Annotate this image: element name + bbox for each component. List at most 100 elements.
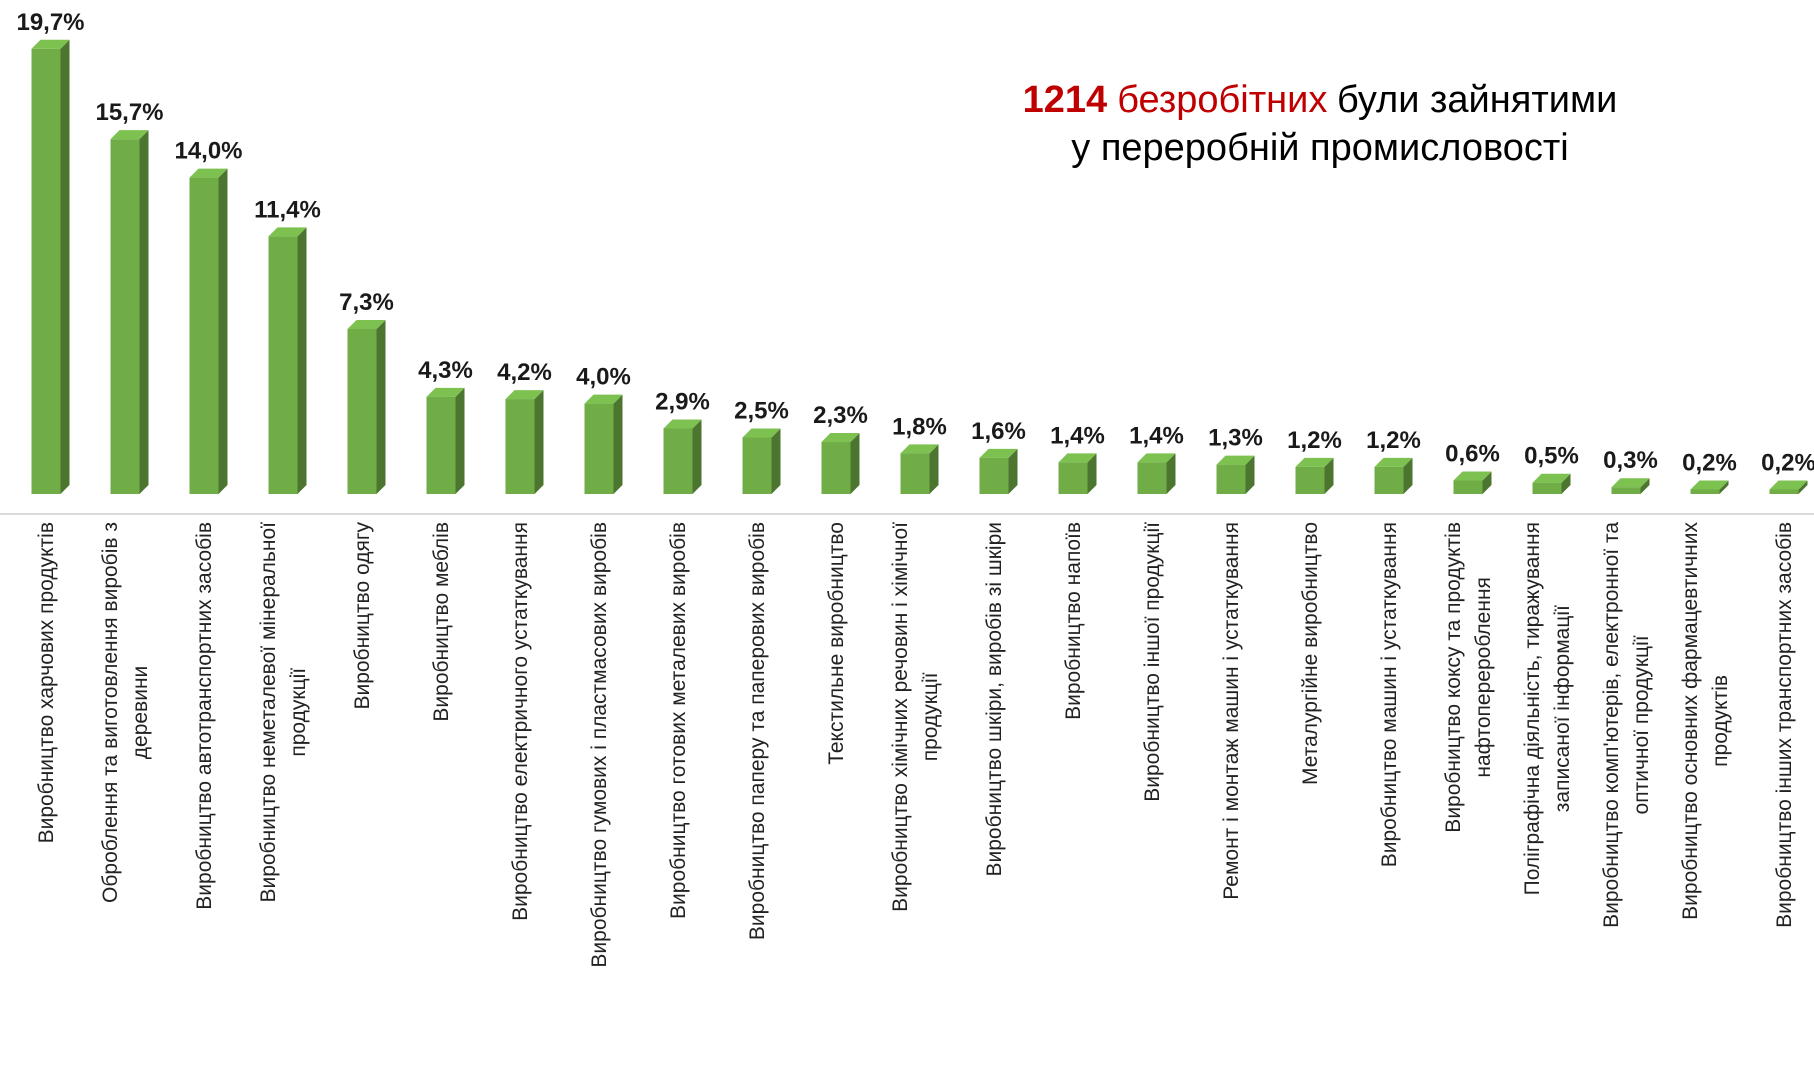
bar-top	[663, 419, 702, 429]
bar-side	[1719, 480, 1729, 494]
bar-side	[455, 387, 465, 494]
label-line: Виробництво автотранспортних засобів	[193, 522, 216, 910]
bar	[1295, 457, 1334, 494]
bar	[1532, 473, 1571, 494]
bar	[347, 320, 386, 494]
label-line: Виробництво інших транспортних засобів	[1773, 522, 1796, 928]
bar-front	[1532, 482, 1562, 494]
bar-front	[663, 428, 693, 494]
label-line: Текстильне виробництво	[825, 522, 848, 765]
bar-top	[347, 320, 386, 330]
x-tick-label: Виробництво шкіри, виробів зі шкіри	[983, 522, 1006, 876]
label-line: Виробництво меблів	[430, 522, 453, 722]
value-label: 4,0%	[576, 364, 631, 391]
bar-top	[1532, 473, 1571, 483]
x-tick-label: Виробництво готових металевих виробів	[667, 522, 690, 919]
bar-front	[1611, 487, 1641, 494]
label-line: записаної інформації	[1551, 605, 1574, 812]
bar	[426, 387, 465, 494]
label-line: продукції	[287, 668, 310, 757]
bar-side	[1008, 448, 1018, 494]
bar-side	[297, 227, 307, 495]
bar	[1611, 478, 1650, 494]
bar-top	[1295, 457, 1334, 467]
bar-top	[189, 168, 228, 178]
label-line: Виробництво гумових і пластмасових вироб…	[588, 522, 611, 968]
label-line: Виробництво коксу та продуктів	[1442, 522, 1465, 833]
bar-top	[742, 428, 781, 438]
title-part: у переробній промисловості	[1071, 127, 1568, 169]
bar-side	[613, 394, 623, 494]
bar-top	[821, 433, 860, 443]
bar	[1374, 457, 1413, 494]
label-line: Виробництво харчових продуктів	[35, 522, 58, 843]
value-label: 0,5%	[1524, 443, 1579, 470]
bar-side	[1245, 455, 1255, 494]
bar-front	[1058, 462, 1088, 494]
bar-side	[692, 419, 702, 494]
x-tick-label: Виробництво іншої продукції	[1141, 522, 1164, 802]
label-line: Виробництво основних фармацевтичних	[1679, 522, 1702, 920]
label-line: Виробництво хімічних речовин і хімічної	[889, 522, 912, 912]
x-tick-label: Виробництво харчових продуктів	[35, 522, 58, 843]
label-line: нафтоперероблення	[1472, 577, 1495, 778]
bar-side	[534, 390, 544, 494]
bar-front	[742, 437, 772, 494]
x-tick-label: Виробництво автотранспортних засобів	[193, 522, 216, 910]
x-tick-label: Текстильне виробництво	[825, 522, 848, 765]
bar	[1137, 453, 1176, 494]
bar	[1058, 453, 1097, 494]
bar-front	[347, 329, 377, 494]
label-line: Виробництво неметалевої мінеральної	[257, 522, 280, 903]
value-label: 0,3%	[1603, 447, 1658, 474]
bar	[979, 448, 1018, 494]
x-tick-label: Оброблення та виготовлення виробів з дере…	[99, 522, 152, 903]
value-label: 11,4%	[254, 196, 321, 223]
bar-side	[139, 130, 149, 494]
bar	[505, 390, 544, 494]
x-tick-label: Виробництво основних фармацевтичних проду…	[1679, 522, 1732, 920]
value-label: 1,2%	[1366, 427, 1421, 454]
bar-top	[900, 444, 939, 454]
chart-title: у переробній промисловості	[1071, 127, 1568, 169]
bar-front	[505, 399, 535, 494]
x-tick-label: Виробництво неметалевої мінеральної проду…	[257, 522, 310, 903]
bar-front	[1295, 466, 1325, 494]
bar-front	[1690, 489, 1720, 494]
bar-top	[1058, 453, 1097, 463]
bar-side	[1561, 473, 1571, 494]
value-label: 19,7%	[16, 9, 84, 36]
value-label: 2,3%	[813, 402, 868, 429]
bar-top	[1690, 480, 1729, 490]
bar-top	[110, 130, 149, 140]
bar-side	[771, 428, 781, 494]
label-line: Поліграфічна діяльність, тиражування	[1521, 522, 1544, 895]
bar-top	[1453, 471, 1492, 481]
bar-front	[268, 236, 298, 495]
label-line: Виробництво напоїв	[1062, 522, 1085, 720]
bar-top	[584, 394, 623, 404]
bar	[742, 428, 781, 494]
label-line: Виробництво машин і устаткування	[1378, 522, 1401, 867]
value-label: 2,5%	[734, 398, 789, 425]
bar	[110, 130, 149, 494]
x-tick-label: Виробництво електричного устаткування	[509, 522, 532, 921]
value-label: 0,2%	[1761, 449, 1814, 476]
bar-top	[1611, 478, 1650, 488]
x-tick-label: Виробництво напоїв	[1062, 522, 1085, 720]
bar-front	[110, 139, 140, 494]
value-label: 1,2%	[1287, 427, 1342, 454]
label-line: Виробництво комп'ютерів, електронної та	[1600, 522, 1623, 928]
x-tick-label: Виробництво гумових і пластмасових вироб…	[588, 522, 611, 968]
bar	[189, 168, 228, 494]
label-line: Виробництво готових металевих виробів	[667, 522, 690, 919]
x-tick-label: Виробництво машин і устаткування	[1378, 522, 1401, 867]
bar-front	[1453, 480, 1483, 494]
label-line: Виробництво шкіри, виробів зі шкіри	[983, 522, 1006, 876]
x-tick-label: Виробництво одягу	[351, 522, 374, 710]
bar-top	[979, 448, 1018, 458]
value-label: 1,8%	[892, 413, 947, 440]
bar-front	[31, 48, 61, 494]
